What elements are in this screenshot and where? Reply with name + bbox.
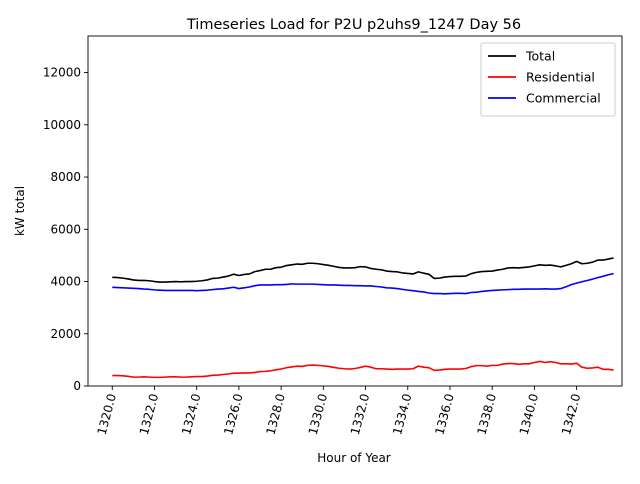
y-tick-label: 0: [73, 379, 81, 393]
chart-title: Timeseries Load for P2U p2uhs9_1247 Day …: [186, 17, 521, 33]
series-line-commercial: [112, 272, 614, 295]
series-line-total: [112, 257, 614, 283]
y-tick-label: 10000: [43, 118, 81, 132]
legend-label-total: Total: [525, 49, 555, 64]
y-tick-label: 6000: [50, 222, 81, 236]
y-axis-label: kW total: [13, 186, 27, 236]
legend-label-commercial: Commercial: [526, 91, 601, 106]
y-tick-label: 12000: [43, 66, 81, 80]
legend: Total Residential Commercial: [480, 42, 616, 117]
y-tick-label: 2000: [50, 327, 81, 341]
series-layer: [112, 257, 614, 379]
y-tick-label: 4000: [50, 275, 81, 289]
x-axis-label: Hour of Year: [317, 451, 391, 465]
y-tick-label: 8000: [50, 170, 81, 184]
series-line-residential: [112, 360, 614, 379]
legend-label-residential: Residential: [526, 70, 595, 85]
plot-area-frame: [87, 35, 623, 387]
